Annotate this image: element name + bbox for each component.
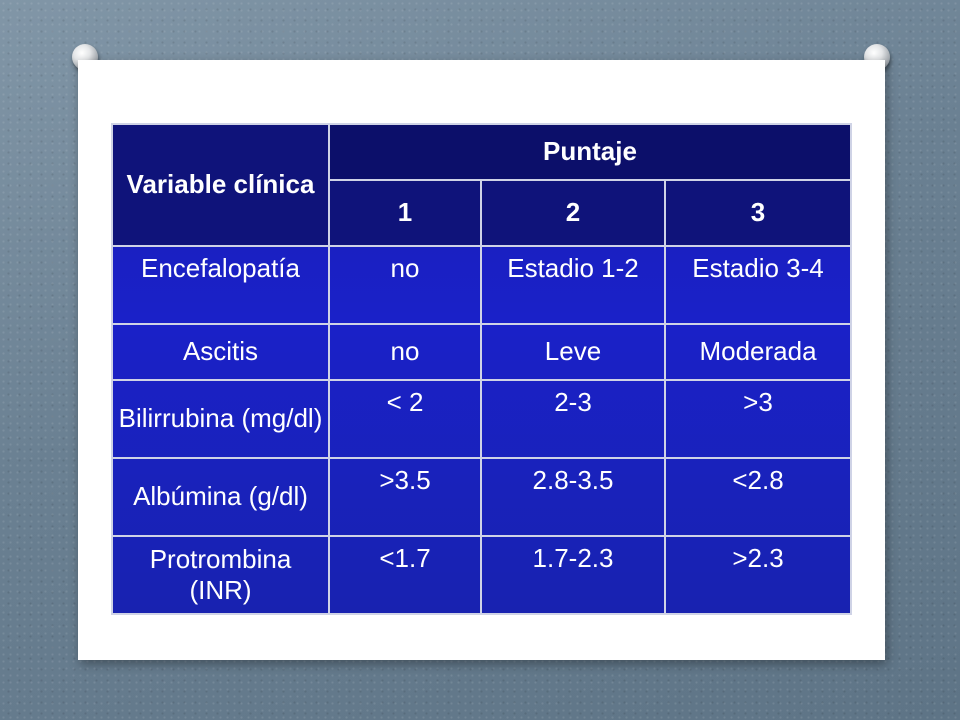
table-cell: >2.3: [664, 535, 852, 615]
table-cell: Leve: [480, 323, 666, 381]
row-variable-label: Encefalopatía: [111, 245, 330, 325]
table-row: Ascitis no Leve Moderada: [111, 323, 852, 381]
score-column-header: Puntaje: [328, 123, 852, 181]
row-variable-label: Albúmina (g/dl): [111, 457, 330, 537]
table-cell: no: [328, 323, 482, 381]
table-cell: 2-3: [480, 379, 666, 459]
table-cell: >3: [664, 379, 852, 459]
header-row-scores: 1 2 3: [112, 179, 852, 247]
header-row-top: Variable clínica Puntaje: [111, 123, 852, 247]
row-variable-label: Ascitis: [111, 323, 330, 381]
table-cell: <1.7: [328, 535, 482, 615]
row-variable-label: Protrombina (INR): [111, 535, 330, 615]
table-cell: 1.7-2.3: [480, 535, 666, 615]
row-variable-label: Bilirrubina (mg/dl): [111, 379, 330, 459]
table-cell: 2.8-3.5: [480, 457, 666, 537]
table-cell: >3.5: [328, 457, 482, 537]
score-column-3: 3: [664, 179, 852, 247]
table-cell: <2.8: [664, 457, 852, 537]
score-column-1: 1: [328, 179, 482, 247]
score-column-2: 2: [480, 179, 666, 247]
table-cell: < 2: [328, 379, 482, 459]
table-cell: Moderada: [664, 323, 852, 381]
table-row: Albúmina (g/dl) >3.5 2.8-3.5 <2.8: [111, 457, 852, 537]
table-cell: no: [328, 245, 482, 325]
table-row: Protrombina (INR) <1.7 1.7-2.3 >2.3: [111, 535, 852, 615]
table-cell: Estadio 3-4: [664, 245, 852, 325]
table-row: Encefalopatía no Estadio 1-2 Estadio 3-4: [111, 245, 852, 325]
variable-column-header: Variable clínica: [111, 123, 330, 247]
table-row: Bilirrubina (mg/dl) < 2 2-3 >3: [111, 379, 852, 459]
table-cell: Estadio 1-2: [480, 245, 666, 325]
child-pugh-table: Variable clínica Puntaje 1 2 3 Encefalop…: [111, 123, 852, 615]
